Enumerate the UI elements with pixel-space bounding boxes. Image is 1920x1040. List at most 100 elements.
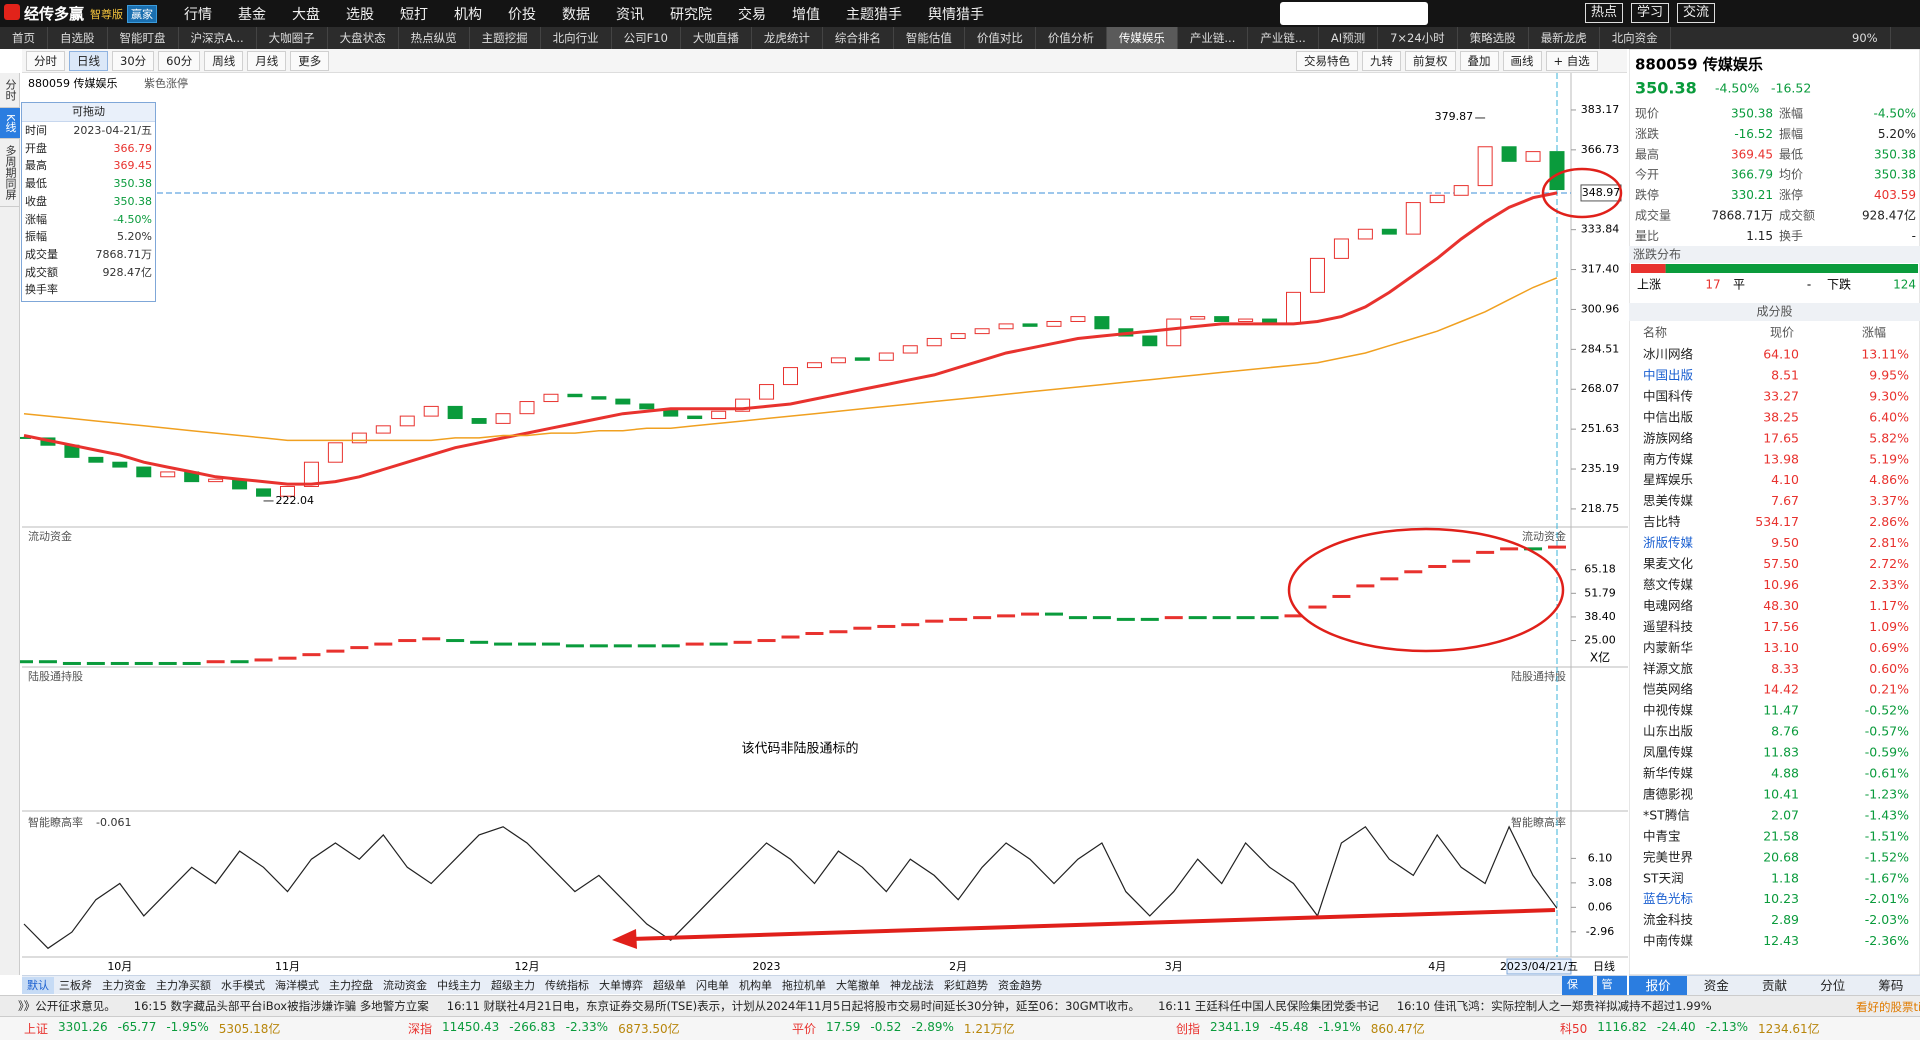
tab[interactable]: 产业链... <box>1178 27 1249 49</box>
menu-item[interactable]: 行情 <box>184 6 213 23</box>
quote-tab[interactable]: 贡献 <box>1762 978 1788 993</box>
stock-name[interactable]: 电魂网络 <box>1643 598 1694 613</box>
tab[interactable]: 智能估值 <box>894 27 965 49</box>
tab[interactable]: 产业链... <box>1248 27 1319 49</box>
tab[interactable]: 公司F10 <box>612 27 681 49</box>
stock-name[interactable]: 流金科技 <box>1643 912 1694 927</box>
index-name[interactable]: 创指 <box>1176 1022 1201 1036</box>
tab[interactable]: 智能盯盘 <box>108 27 179 49</box>
tool-button[interactable]: 交易特色 <box>1296 51 1358 71</box>
side-tab[interactable]: 多周期同屏 <box>0 139 20 208</box>
stock-name[interactable]: 恺英网络 <box>1643 682 1694 697</box>
menu-item[interactable]: 交易 <box>738 6 767 23</box>
index-name[interactable]: 平价 <box>792 1022 817 1036</box>
news-item[interactable]: 16:15 数字藏品头部平台iBox被指涉嫌诈骗 多地警方立案 <box>133 999 429 1013</box>
indicator-tab[interactable]: 主力资金 <box>102 978 146 992</box>
tab[interactable]: 7×24小时 <box>1378 27 1458 49</box>
tab[interactable]: 热点纵览 <box>399 27 470 49</box>
indicator-tab[interactable]: 拖拉机单 <box>782 978 826 992</box>
menu-item[interactable]: 研究院 <box>670 6 713 23</box>
index-name[interactable]: 深指 <box>408 1022 433 1036</box>
tab[interactable]: AI预测 <box>1319 27 1379 49</box>
indicator-tab[interactable]: 超级单 <box>653 978 686 992</box>
indicator-tab[interactable]: 资金趋势 <box>998 978 1042 992</box>
stock-name[interactable]: 中视传媒 <box>1643 703 1694 718</box>
period-button[interactable]: 周线 <box>204 50 244 71</box>
ad[interactable]: 看好的股票ti <box>1856 1000 1920 1014</box>
tool-button[interactable]: 前复权 <box>1405 51 1456 71</box>
indicator-tab[interactable]: 流动资金 <box>383 978 427 992</box>
stock-name[interactable]: 祥源文旅 <box>1643 661 1693 676</box>
menu-button[interactable]: 热点 <box>1585 3 1624 23</box>
period-button[interactable]: 60分 <box>158 50 201 71</box>
indicator-tab[interactable]: 大单博弈 <box>599 978 643 992</box>
index-name[interactable]: 上证 <box>24 1022 49 1036</box>
stock-name[interactable]: 慈文传媒 <box>1643 577 1694 592</box>
tab[interactable]: 北向资金 <box>1600 27 1671 49</box>
stock-name[interactable]: 中南传媒 <box>1643 933 1694 948</box>
stock-name[interactable]: 完美世界 <box>1643 849 1694 864</box>
news-item[interactable]: 》》公开征求意见。 <box>18 999 116 1013</box>
tab[interactable]: 自选股 <box>48 27 108 49</box>
tab[interactable]: 首页 <box>0 27 48 49</box>
menu-item[interactable]: 增值 <box>792 6 821 23</box>
period-button[interactable]: 更多 <box>290 50 330 71</box>
period-button[interactable]: 日线 <box>69 50 108 71</box>
tab[interactable]: 传媒娱乐 <box>1106 27 1178 49</box>
stock-name[interactable]: 冰川网络 <box>1643 347 1694 362</box>
tab[interactable]: 沪深京A... <box>179 27 257 49</box>
stock-name[interactable]: 中国科传 <box>1643 388 1693 403</box>
stock-name[interactable]: *ST腾信 <box>1643 807 1690 822</box>
indicator-tab[interactable]: 海洋模式 <box>275 978 319 992</box>
tab[interactable]: 价值分析 <box>1036 27 1107 49</box>
side-tab[interactable]: K线 <box>0 108 20 140</box>
indicator-tab[interactable]: 传统指标 <box>545 978 589 992</box>
tab[interactable]: 北向行业 <box>541 27 612 49</box>
menu-button[interactable]: 学习 <box>1631 3 1670 23</box>
stock-name[interactable]: 吉比特 <box>1643 514 1681 529</box>
indicator-tab[interactable]: 大笔撤单 <box>836 978 880 992</box>
period-button[interactable]: 分时 <box>26 50 65 71</box>
menu-item[interactable]: 资讯 <box>616 6 645 23</box>
news-item[interactable]: 16:11 财联社4月21日电，东京证券交易所(TSE)表示，计划从2024年1… <box>446 999 1141 1013</box>
index-name[interactable]: 科50 <box>1560 1022 1588 1036</box>
indicator-tab[interactable]: 机构单 <box>739 978 772 992</box>
chart-option[interactable]: 紫色涨停 <box>144 76 188 90</box>
menu-item[interactable]: 大盘 <box>292 6 321 23</box>
stock-name[interactable]: 思美传媒 <box>1643 493 1694 508</box>
period-button[interactable]: 月线 <box>247 50 287 71</box>
stock-name[interactable]: 南方传媒 <box>1643 451 1694 466</box>
indicator-tab[interactable]: 超级主力 <box>491 978 535 992</box>
tab[interactable]: 价值对比 <box>965 27 1036 49</box>
side-tab[interactable]: 分时 <box>0 73 20 108</box>
menu-item[interactable]: 舆情猎手 <box>928 6 985 23</box>
news-item[interactable]: 16:11 王廷科任中国人民保险集团党委书记 <box>1158 999 1379 1013</box>
stock-name[interactable]: 新华传媒 <box>1643 766 1694 781</box>
menu-item[interactable]: 价投 <box>508 6 537 23</box>
stock-name[interactable]: 遥望科技 <box>1643 619 1694 634</box>
menu-item[interactable]: 机构 <box>454 6 483 23</box>
tab[interactable]: 策略选股 <box>1458 27 1529 49</box>
indicator-tab[interactable]: 神龙战法 <box>890 978 934 992</box>
quote-tab[interactable]: 资金 <box>1703 978 1729 993</box>
period-button[interactable]: 30分 <box>112 50 155 71</box>
news-item[interactable]: 16:10 佳讯飞鸿：实际控制人之一郑贵祥拟减持不超过1.99% <box>1396 999 1712 1013</box>
menu-item[interactable]: 选股 <box>346 6 375 23</box>
quote-tab[interactable]: 筹码 <box>1878 978 1904 993</box>
menu-item[interactable]: 短打 <box>400 6 429 23</box>
indicator-tab[interactable]: 主力净买额 <box>156 978 211 992</box>
logo[interactable]: 经传多赢 <box>4 3 84 24</box>
tab[interactable]: 主题挖掘 <box>470 27 541 49</box>
stock-name[interactable]: 凤凰传媒 <box>1643 745 1694 760</box>
search-box[interactable] <box>1280 2 1428 25</box>
indicator-tab[interactable]: 水手模式 <box>221 978 265 992</box>
quote-tab[interactable]: 分位 <box>1820 978 1846 993</box>
quote-tab[interactable]: 报价 <box>1629 976 1688 995</box>
stock-name[interactable]: 果麦文化 <box>1643 556 1694 571</box>
indicator-tab[interactable]: 三板斧 <box>59 978 92 992</box>
indicator-tab[interactable]: 中线主力 <box>437 978 481 992</box>
stock-name[interactable]: 山东出版 <box>1643 724 1694 739</box>
tool-button[interactable]: 画线 <box>1502 51 1542 71</box>
tab[interactable]: 大咖直播 <box>681 27 752 49</box>
zoom[interactable]: 90% <box>1840 27 1891 49</box>
